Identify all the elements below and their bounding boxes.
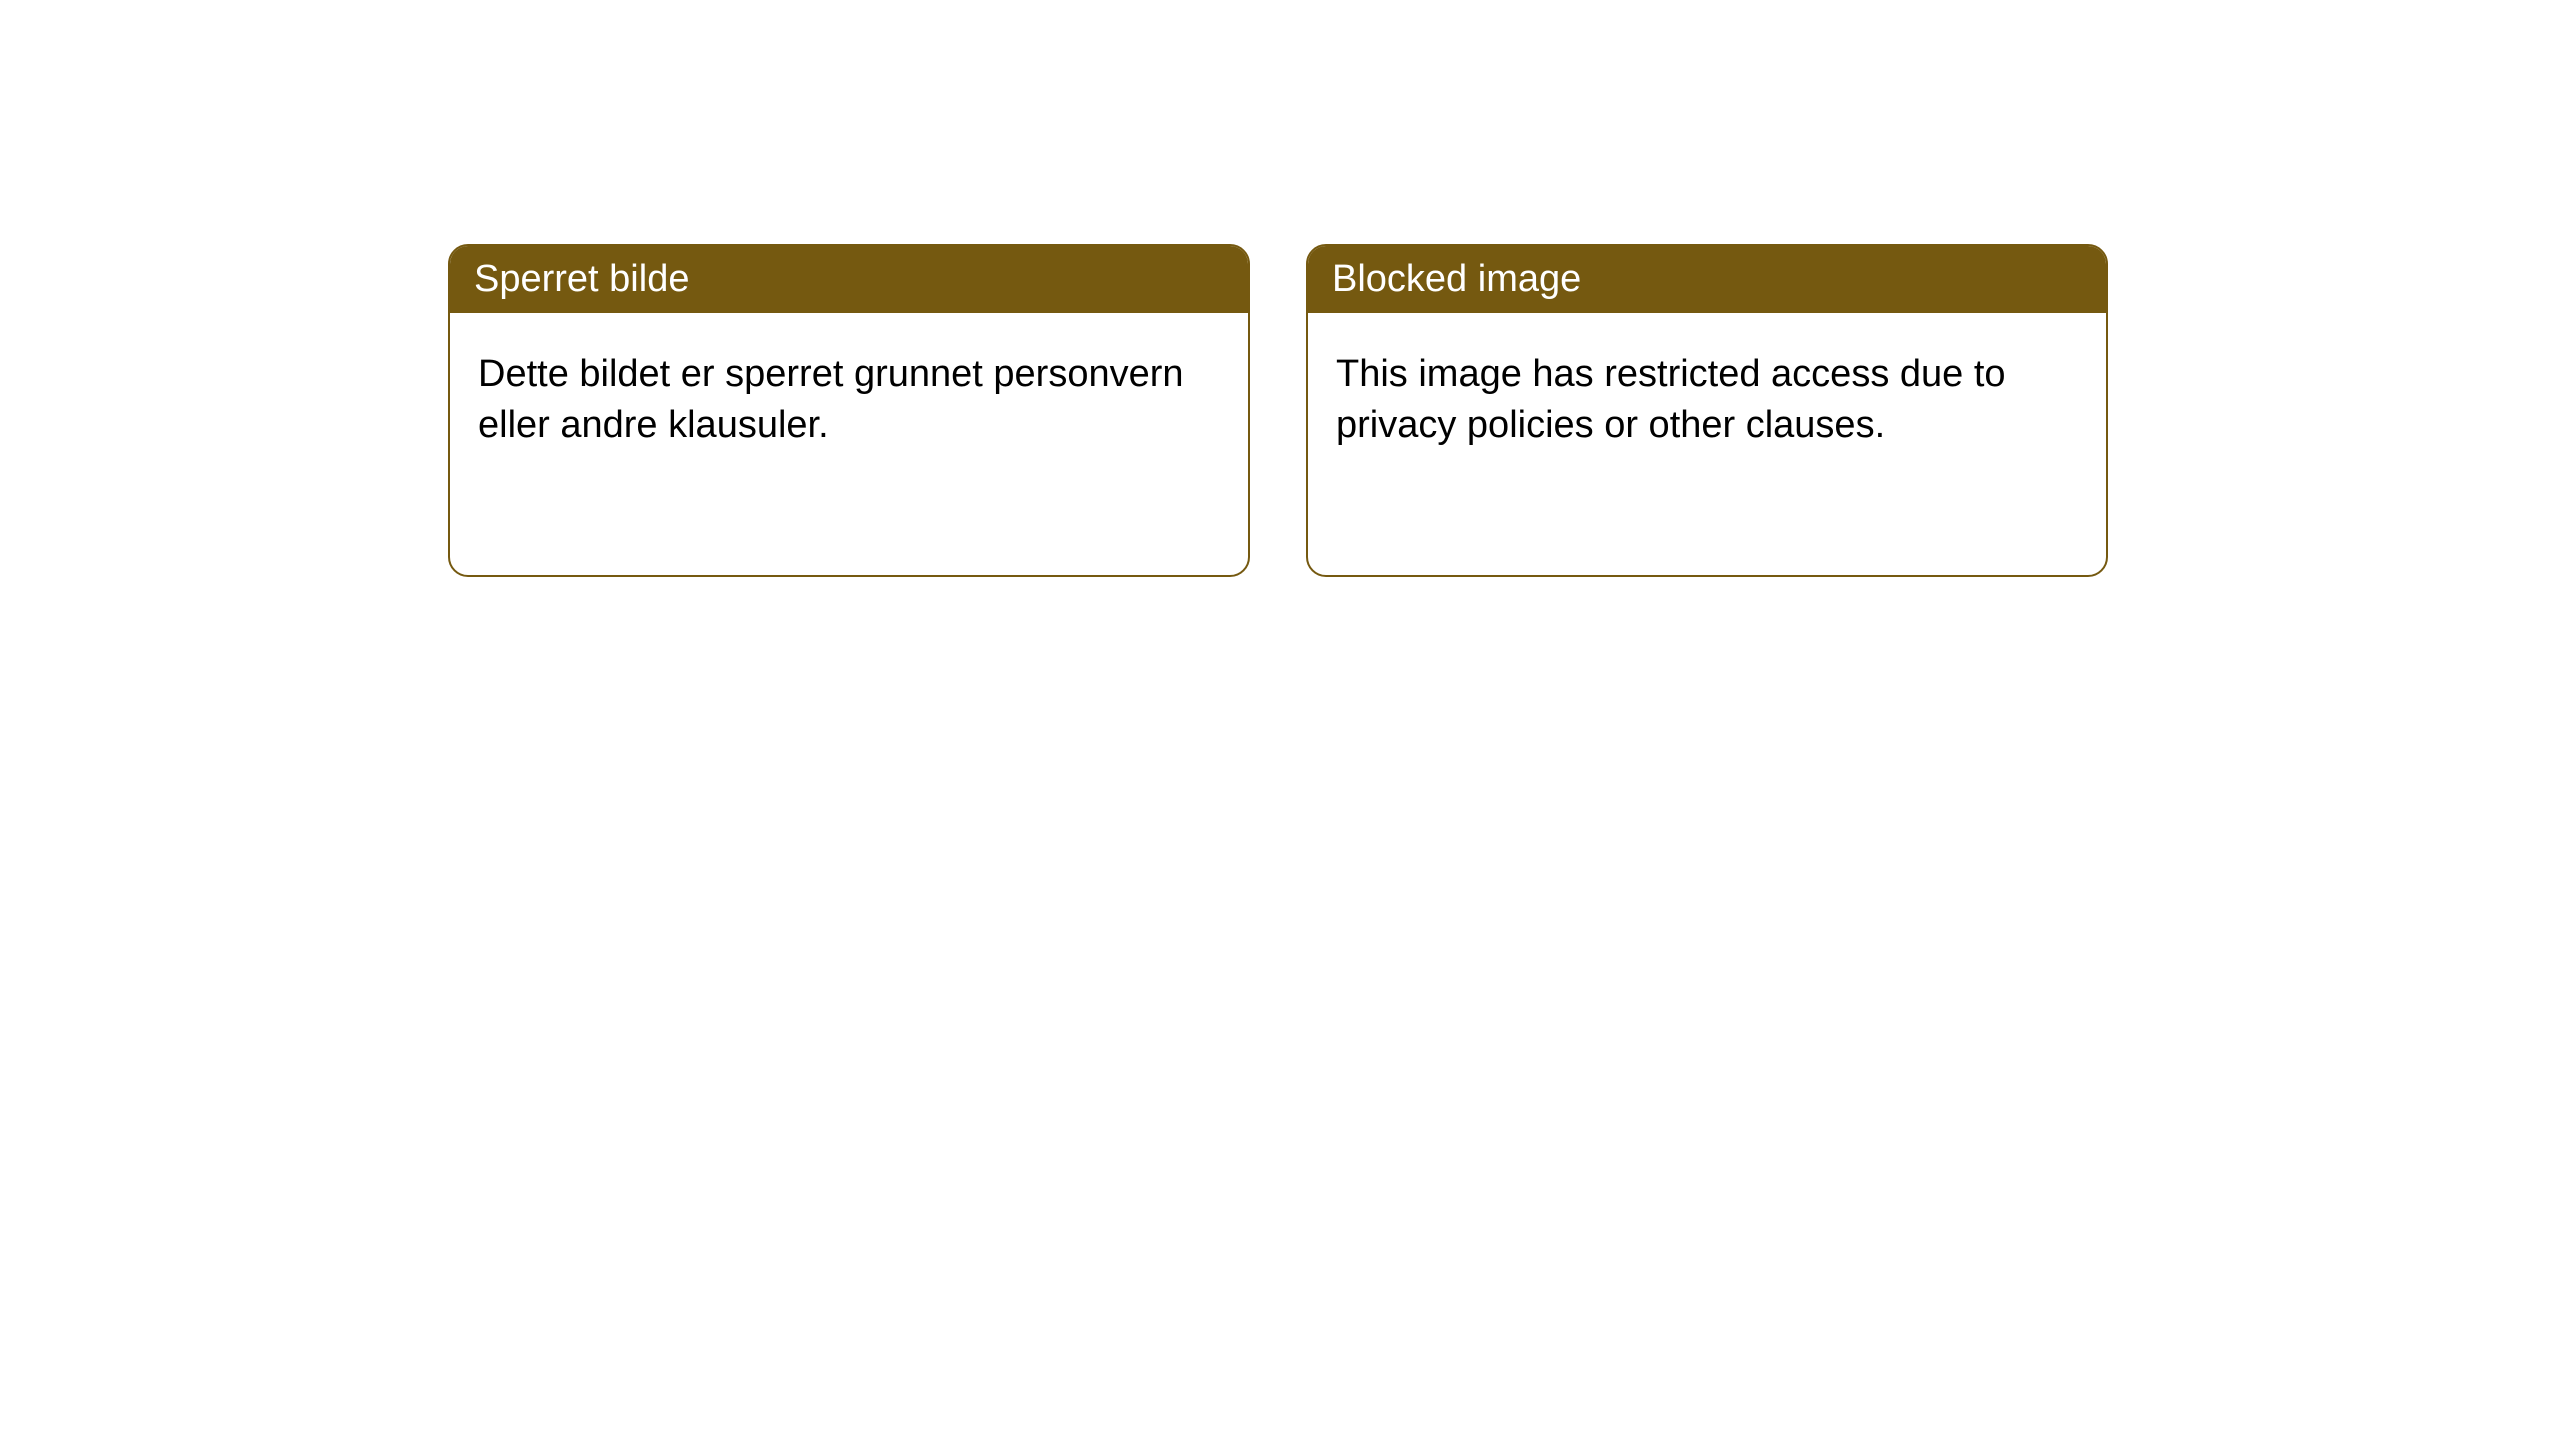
notice-container: Sperret bilde Dette bildet er sperret gr… bbox=[0, 0, 2560, 577]
notice-text-english: This image has restricted access due to … bbox=[1336, 353, 2006, 446]
notice-body-norwegian: Dette bildet er sperret grunnet personve… bbox=[450, 313, 1248, 488]
notice-card-english: Blocked image This image has restricted … bbox=[1306, 244, 2108, 577]
notice-text-norwegian: Dette bildet er sperret grunnet personve… bbox=[478, 353, 1184, 446]
notice-card-norwegian: Sperret bilde Dette bildet er sperret gr… bbox=[448, 244, 1250, 577]
notice-title-norwegian: Sperret bilde bbox=[474, 258, 689, 300]
notice-header-english: Blocked image bbox=[1308, 246, 2106, 313]
notice-body-english: This image has restricted access due to … bbox=[1308, 313, 2106, 488]
notice-title-english: Blocked image bbox=[1332, 258, 1581, 300]
notice-header-norwegian: Sperret bilde bbox=[450, 246, 1248, 313]
